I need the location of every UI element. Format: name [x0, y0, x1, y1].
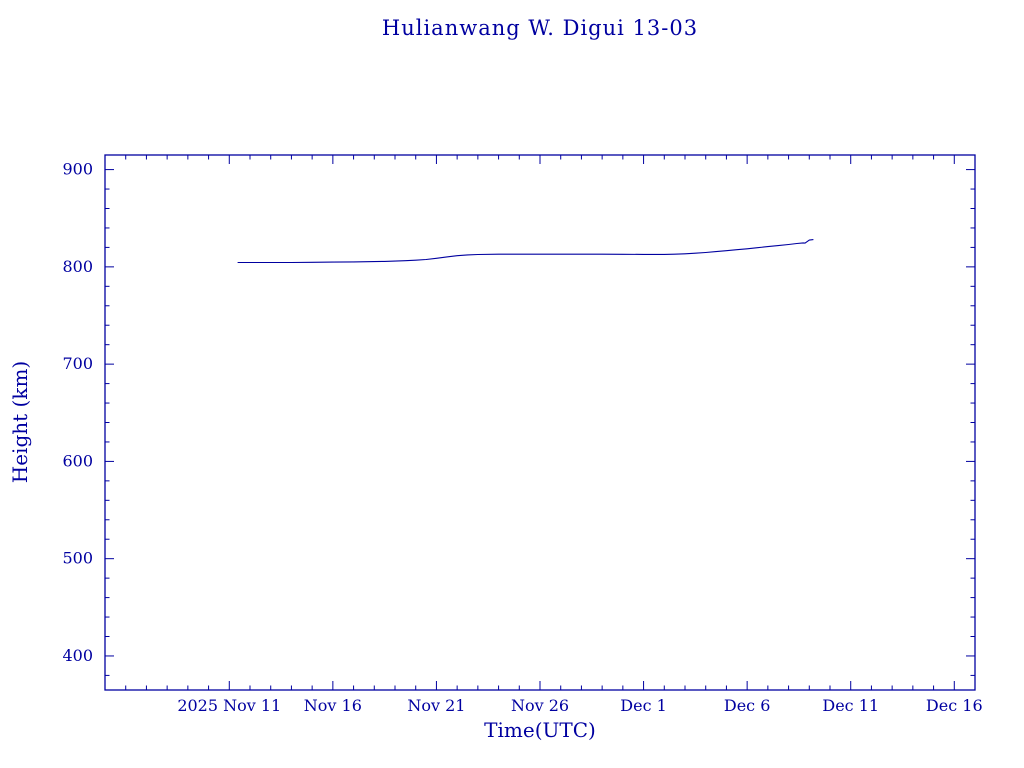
x-tick-label: Dec 11 — [822, 696, 879, 715]
x-tick-label: Dec 1 — [620, 696, 667, 715]
y-axis-label: Height (km) — [8, 360, 32, 484]
y-tick-label: 800 — [62, 257, 93, 276]
y-tick-label: 700 — [62, 354, 93, 373]
y-tick-label: 500 — [62, 549, 93, 568]
x-axis-label: Time(UTC) — [484, 718, 596, 742]
x-tick-label: Dec 6 — [724, 696, 771, 715]
y-tick-label: 600 — [62, 451, 93, 470]
x-tick-label: Nov 16 — [304, 696, 362, 715]
y-tick-label: 900 — [62, 160, 93, 179]
plot-frame — [104, 154, 976, 691]
y-tick-label: 400 — [62, 646, 93, 665]
x-tick-label: Nov 21 — [407, 696, 465, 715]
chart-title: Hulianwang W. Digui 13-03 — [381, 16, 699, 40]
x-tick-label: Nov 26 — [511, 696, 569, 715]
height-series-line — [237, 239, 814, 264]
x-tick-label: 2025 Nov 11 — [177, 696, 281, 715]
x-tick-label: Dec 16 — [926, 696, 983, 715]
